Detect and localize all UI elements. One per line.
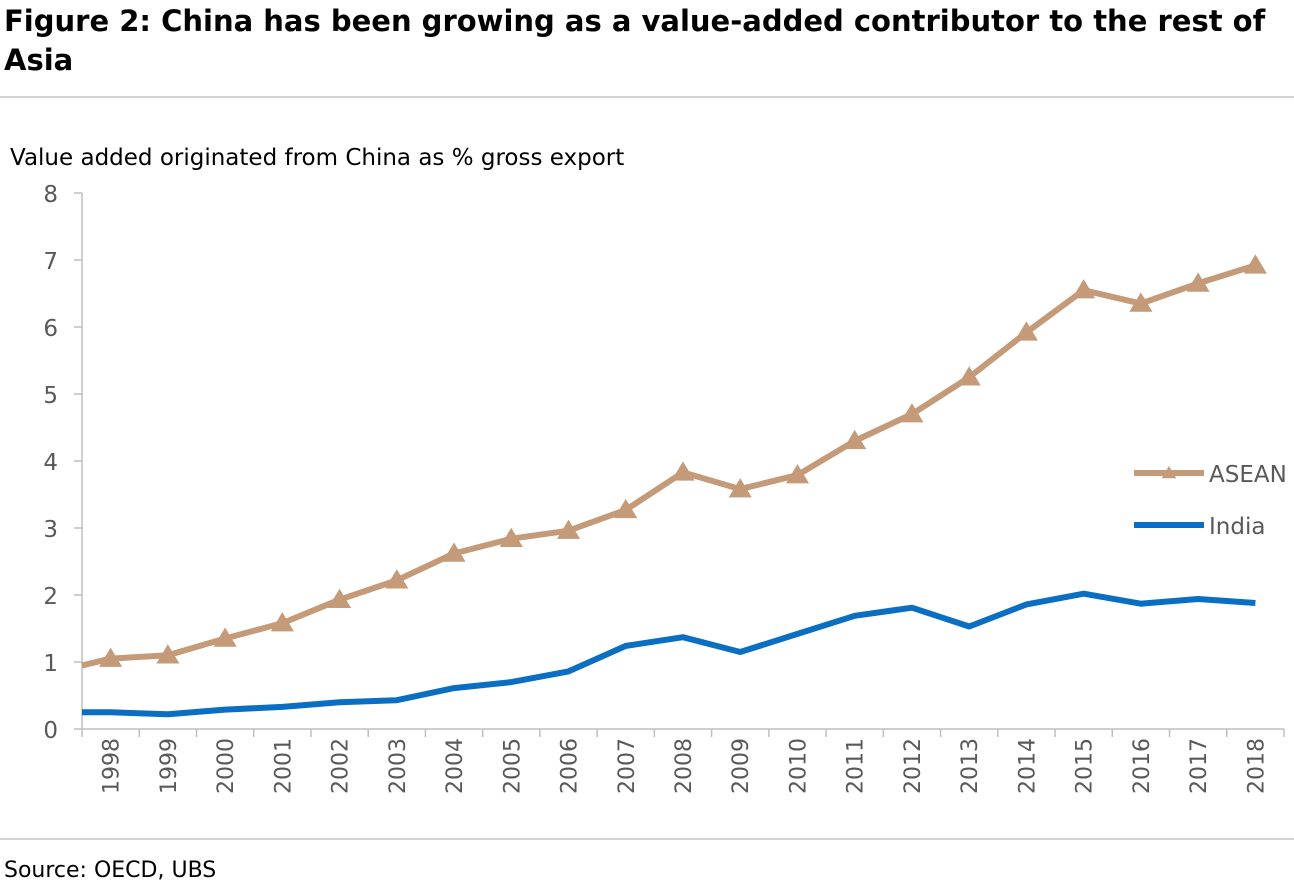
- x-tick-label: 2005: [500, 738, 525, 794]
- series-india: [82, 590, 1256, 718]
- y-tick-label: 7: [43, 249, 58, 275]
- series-asean: [81, 254, 1267, 669]
- x-tick-labels: 1998 1999 2000 2001 2002 2003 2004 2005 2006 2007…: [100, 738, 1270, 794]
- x-tick-label: 2007: [615, 738, 640, 794]
- data-point-marker: [785, 464, 810, 484]
- y-tick-labels: 0 1 2 3 4 5 6 7 8: [43, 182, 58, 744]
- y-tick-label: 0: [43, 718, 58, 744]
- chart-axes: [74, 192, 1285, 737]
- chart-series: [81, 254, 1267, 718]
- figure-title: Figure 2: China has been growing as a va…: [4, 4, 1266, 77]
- title-divider: [0, 96, 1294, 98]
- x-tick-label: 2017: [1187, 738, 1212, 794]
- x-tick-label: 2000: [214, 738, 239, 794]
- data-point-marker: [728, 478, 752, 498]
- data-point-marker: [156, 644, 180, 664]
- data-point-marker: [1186, 272, 1210, 292]
- legend-item-india: India: [1134, 514, 1265, 540]
- x-tick-label: 1999: [157, 738, 182, 794]
- data-point-marker: [99, 647, 123, 667]
- data-point-marker: [1014, 321, 1038, 341]
- x-tick-label: 2018: [1244, 738, 1269, 794]
- legend-item-asean: ASEAN: [1134, 462, 1287, 488]
- data-point-marker: [614, 498, 638, 519]
- data-point-marker: [1243, 254, 1267, 274]
- x-tick-label: 2006: [558, 738, 583, 794]
- data-point-marker: [671, 461, 695, 481]
- y-tick-label: 5: [43, 383, 58, 409]
- legend-label: India: [1209, 514, 1265, 540]
- y-tick-label: 2: [43, 584, 58, 610]
- legend-label: ASEAN: [1209, 462, 1287, 488]
- x-tick-label: 2008: [672, 738, 697, 794]
- source-note: Source: OECD, UBS: [4, 858, 217, 883]
- series-line-india: [82, 590, 1256, 718]
- y-axis-label: Value added originated from China as % g…: [10, 145, 624, 171]
- x-tick-label: 2011: [844, 738, 869, 794]
- x-tick-label: 2009: [729, 738, 754, 794]
- y-tick-label: 6: [43, 316, 58, 342]
- data-point-marker: [556, 519, 581, 539]
- data-point-marker: [442, 542, 466, 562]
- chart-legend: ASEAN India: [1134, 462, 1287, 540]
- x-tick-label: 2016: [1130, 738, 1155, 794]
- data-point-marker: [1129, 292, 1153, 312]
- x-tick-label: 2001: [271, 738, 296, 794]
- data-point-marker: [328, 588, 352, 608]
- y-tick-label: 4: [43, 450, 58, 476]
- x-tick-label: 2014: [1015, 738, 1040, 794]
- footer-divider: [0, 838, 1294, 840]
- x-tick-label: 2015: [1073, 738, 1098, 794]
- series-line-asean: [81, 262, 1257, 669]
- data-point-marker: [270, 612, 294, 632]
- x-tick-label: 2010: [786, 738, 811, 794]
- data-point-marker: [843, 429, 867, 450]
- x-tick-label: 1998: [100, 738, 125, 794]
- x-tick-label: 2002: [329, 738, 354, 794]
- x-tick-label: 2013: [958, 738, 983, 794]
- x-tick-label: 2012: [901, 738, 926, 794]
- data-point-marker: [213, 627, 237, 647]
- data-point-marker: [385, 569, 409, 589]
- y-tick-label: 3: [43, 517, 58, 543]
- data-point-marker: [957, 366, 981, 386]
- data-point-marker: [900, 403, 924, 423]
- x-tick-label: 2003: [386, 738, 411, 794]
- data-point-marker: [499, 527, 523, 547]
- y-tick-label: 8: [43, 182, 58, 208]
- legend-marker: [1161, 466, 1177, 479]
- data-point-marker: [1072, 279, 1096, 299]
- x-tick-label: 2004: [443, 738, 468, 794]
- y-tick-label: 1: [43, 651, 58, 677]
